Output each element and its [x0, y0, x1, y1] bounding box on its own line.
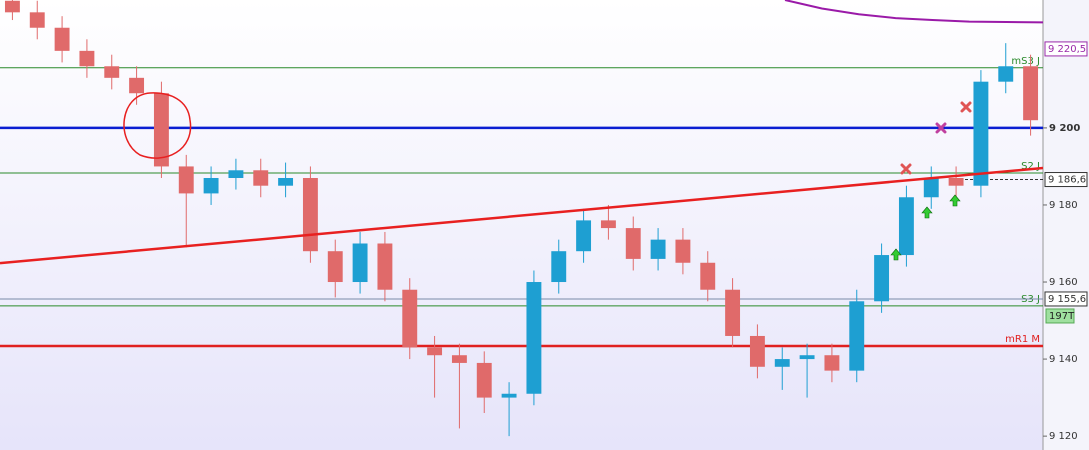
price-tag	[1044, 41, 1088, 57]
cross	[960, 101, 972, 113]
candle-body	[998, 66, 1014, 82]
candle-body	[427, 347, 443, 356]
candle-body	[526, 282, 542, 394]
candle-body	[898, 197, 914, 256]
candle-body	[700, 262, 716, 290]
candle-body	[675, 239, 691, 263]
price-tag	[1044, 291, 1088, 307]
level-label: S2 J	[1021, 161, 1040, 172]
level-label: mS3 J	[1011, 56, 1040, 67]
candle-body	[54, 27, 70, 51]
y-tick-label: 9 120	[1049, 431, 1078, 442]
price-tag	[1044, 172, 1088, 188]
candle-body	[774, 359, 790, 367]
candle-body	[4, 0, 20, 13]
cross	[900, 163, 912, 175]
candle-body	[600, 220, 616, 229]
axis-background	[1043, 0, 1089, 450]
candle-body	[824, 355, 840, 371]
trendline	[0, 166, 1044, 265]
candle-body	[849, 301, 865, 371]
y-tick-label: 9 200	[1049, 123, 1080, 134]
cross	[935, 122, 947, 134]
price-tag-label: 9 220,5	[1048, 44, 1086, 55]
buy-arrow	[949, 194, 961, 207]
candle-body	[228, 170, 244, 178]
candle-body	[178, 166, 194, 194]
candle-body	[451, 355, 467, 363]
candle-body	[501, 393, 517, 398]
candle-body	[551, 251, 567, 283]
candle-body	[203, 177, 219, 194]
level-label: mR1 M	[1005, 334, 1040, 345]
candle-body	[402, 289, 418, 348]
candle-body	[302, 177, 318, 252]
candle-body	[973, 81, 989, 186]
sell-signals	[900, 101, 972, 175]
candle-body	[1023, 66, 1039, 121]
candle-body	[153, 93, 169, 167]
candle-body	[476, 362, 492, 398]
candle-body	[576, 220, 592, 252]
candle-body	[377, 243, 393, 290]
candle-body	[749, 335, 765, 367]
candle-body	[625, 228, 641, 259]
timer-box	[1045, 308, 1075, 324]
timer-label: 197T	[1049, 311, 1075, 322]
y-tick-label: 9 180	[1049, 200, 1078, 211]
candle-body	[79, 50, 95, 67]
candle-body	[129, 77, 145, 94]
moving-average	[784, 0, 1044, 24]
candle-body	[253, 170, 269, 186]
buy-arrow	[890, 248, 902, 261]
plot-background	[0, 0, 1043, 450]
candle-body	[104, 66, 120, 78]
candle-body	[278, 177, 294, 186]
price-tag-label: 9 186,6	[1048, 175, 1086, 186]
candle-body	[725, 289, 741, 336]
candle-body	[874, 255, 890, 302]
buy-arrow	[921, 206, 933, 219]
candle-body	[352, 243, 368, 283]
candle-body	[327, 251, 343, 283]
price-tag-label: 9 155,6	[1048, 294, 1086, 305]
candle-body	[923, 177, 939, 198]
circle-annotation	[123, 92, 192, 159]
candle-body	[29, 12, 45, 28]
candle-body	[650, 239, 666, 259]
y-tick-label: 9 160	[1049, 277, 1078, 288]
y-tick-label: 9 140	[1049, 354, 1078, 365]
candle-body	[948, 177, 964, 186]
candle-body	[799, 355, 815, 360]
signals	[890, 194, 961, 261]
